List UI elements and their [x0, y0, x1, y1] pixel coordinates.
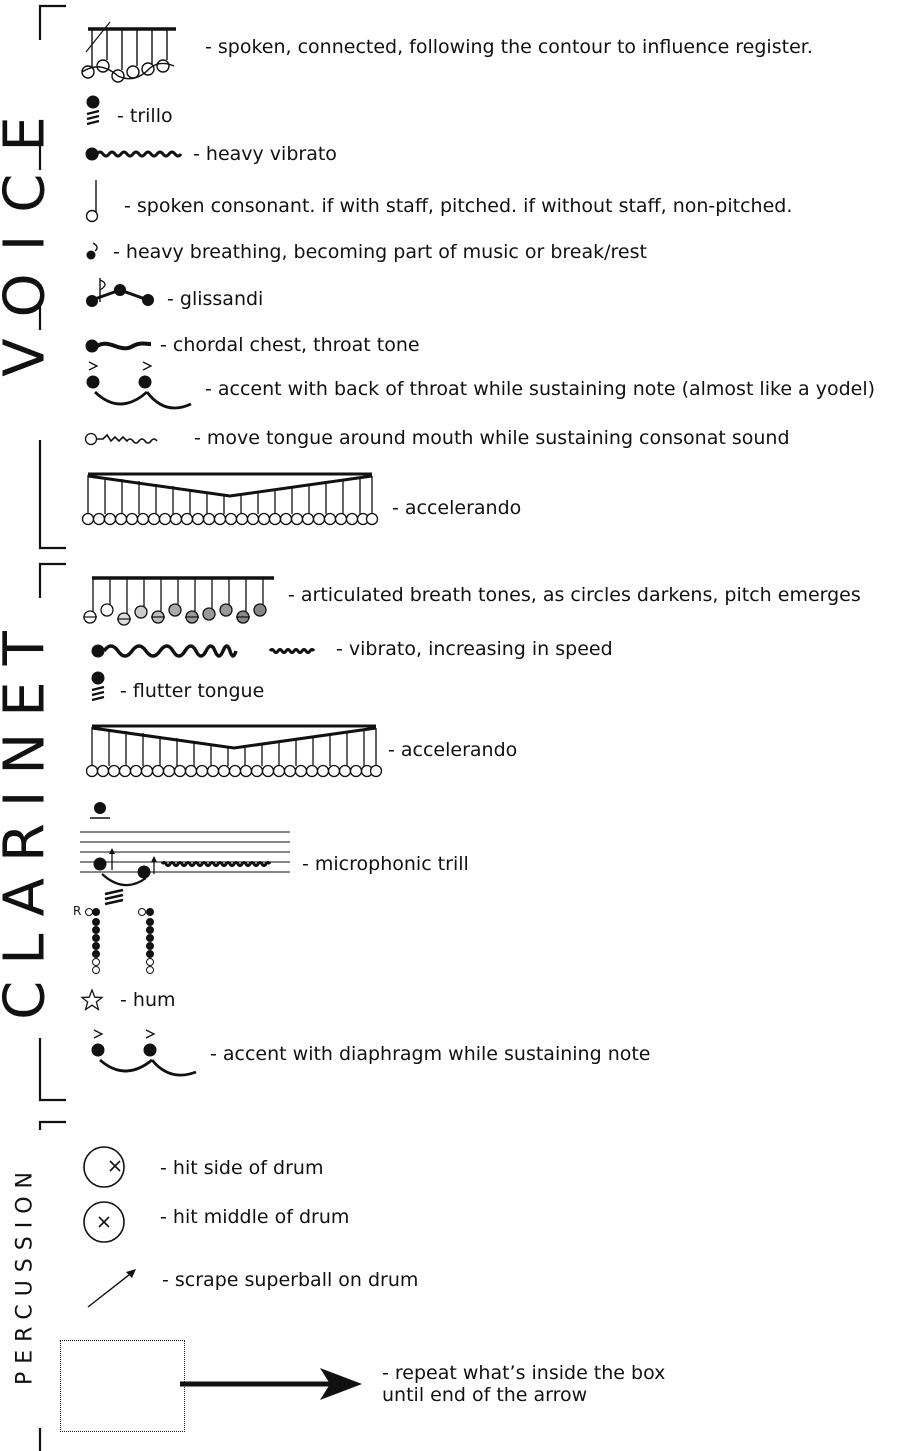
vibrato-increasing-icon — [91, 644, 316, 658]
clarinet-desc-5: - microphonic trill — [302, 853, 469, 875]
percussion-desc-1: - hit side of drum — [160, 1157, 324, 1179]
flutter-tongue-icon — [91, 671, 105, 702]
heavy-breathing-icon — [86, 242, 98, 260]
clarinet-desc-3: - flutter tongue — [120, 680, 265, 702]
clarinet-desc-6: - hum — [120, 989, 176, 1011]
percussion-desc-4a: - repeat what’s inside the box — [382, 1362, 666, 1384]
clarinet-desc-1: - articulated breath tones, as circles d… — [288, 584, 861, 606]
voice-desc-10: - accelerando — [392, 497, 522, 519]
percussion-desc-2: - hit middle of drum — [160, 1206, 350, 1228]
fingering-chart-icon — [85, 908, 154, 974]
voice-desc-4: - spoken consonant. if with staff, pitch… — [124, 195, 793, 217]
voice-desc-1: - spoken, connected, following the conto… — [205, 36, 813, 58]
voice-desc-8: - accent with back of throat while susta… — [205, 378, 876, 400]
voice-desc-7: - chordal chest, throat tone — [160, 334, 420, 356]
spoken-connected-icon — [81, 21, 176, 83]
heavy-vibrato-icon — [85, 147, 183, 161]
accelerando-icon — [85, 724, 383, 778]
trill-bars-icon — [104, 888, 124, 906]
section-label-percussion: PERCUSSION — [12, 1164, 38, 1386]
diaphragm-accent-icon — [91, 1029, 197, 1077]
hum-star-icon — [80, 988, 104, 1012]
percussion-desc-3: - scrape superball on drum — [162, 1269, 419, 1291]
throat-accent-icon — [86, 361, 192, 410]
accelerando-icon — [81, 472, 379, 526]
voice-desc-2: - trillo — [117, 105, 173, 127]
clarinet-desc-7: - accent with diaphragm while sustaining… — [210, 1043, 651, 1065]
drum-middle-icon — [83, 1201, 125, 1243]
tongue-around-icon — [84, 432, 158, 446]
drum-side-icon — [83, 1146, 125, 1188]
chordal-chest-icon — [85, 339, 152, 353]
section-label-voice: VOICE — [0, 94, 58, 377]
voice-desc-9: - move tongue around mouth while sustain… — [194, 427, 790, 449]
voice-desc-5: - heavy breathing, becoming part of musi… — [113, 241, 647, 263]
section-label-clarinet: CLARINET — [0, 615, 58, 1020]
voice-desc-3: - heavy vibrato — [193, 143, 337, 165]
voice-desc-6: - glissandi — [167, 288, 264, 310]
glissandi-icon — [86, 278, 154, 307]
repeat-arrow-icon — [180, 1368, 362, 1400]
spoken-consonant-icon — [85, 180, 99, 223]
clarinet-desc-4: - accelerando — [388, 739, 518, 761]
microphonic-trill-icon — [80, 802, 290, 887]
trillo-icon — [86, 95, 100, 126]
scrape-arrow-icon — [87, 1269, 136, 1308]
fingering-label: R — [73, 904, 82, 918]
repeat-box-icon — [60, 1340, 185, 1432]
breath-tones-icon — [83, 576, 274, 626]
clarinet-desc-2: - vibrato, increasing in speed — [336, 638, 613, 660]
percussion-desc-4b: until end of the arrow — [382, 1384, 588, 1406]
